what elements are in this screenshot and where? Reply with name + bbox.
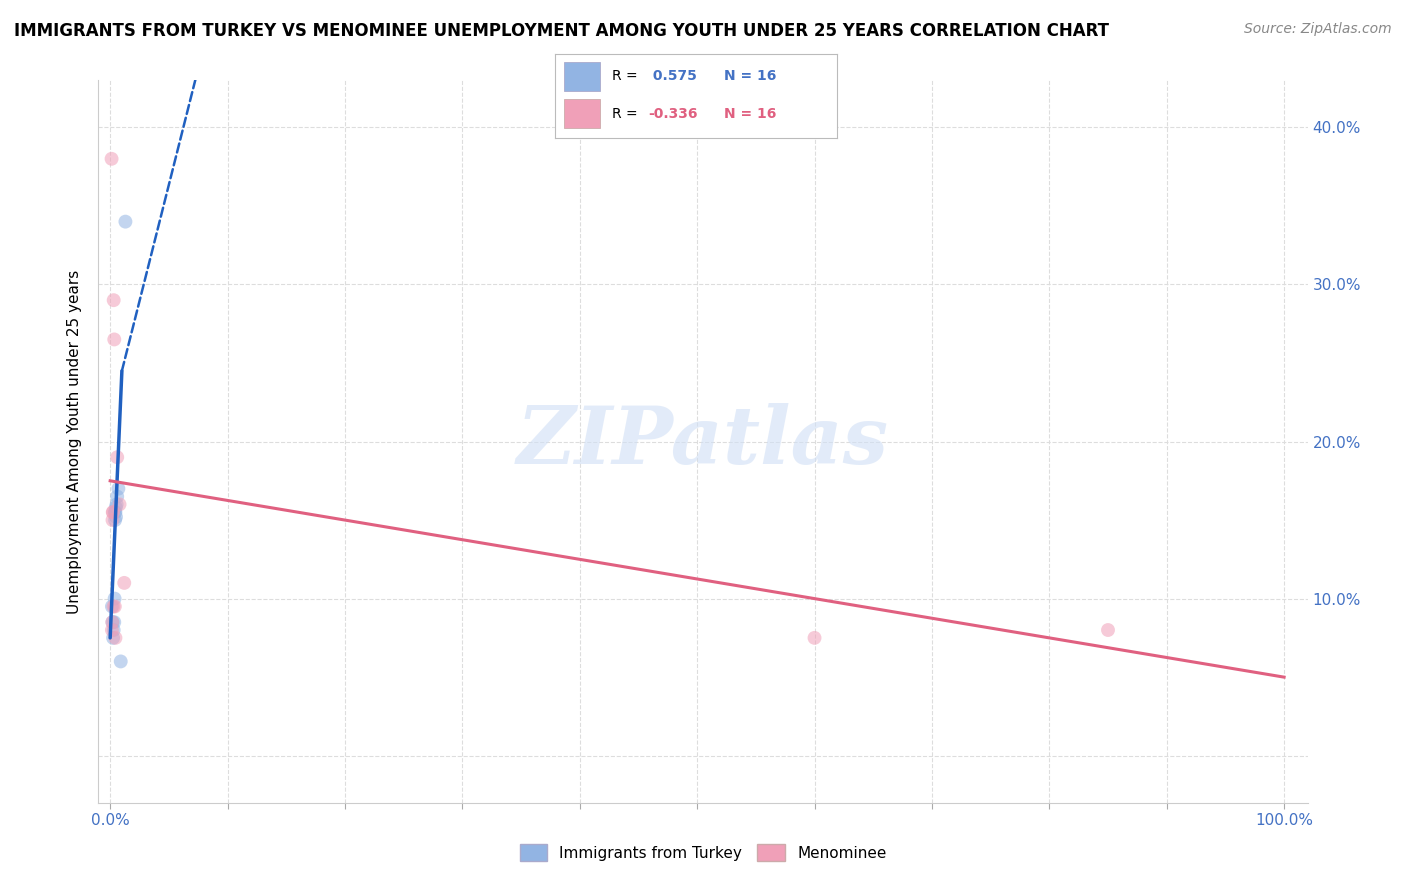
Point <box>104 631 127 645</box>
Point <box>103 293 125 308</box>
Point <box>101 505 124 519</box>
Point <box>110 655 132 669</box>
Point <box>108 497 131 511</box>
Point <box>101 631 124 645</box>
Point <box>101 599 124 614</box>
Point <box>105 490 128 504</box>
Point <box>104 591 127 606</box>
Point <box>104 505 127 519</box>
Point <box>103 623 125 637</box>
Bar <box>564 62 600 91</box>
Point <box>105 510 128 524</box>
Legend: Immigrants from Turkey, Menominee: Immigrants from Turkey, Menominee <box>513 838 893 867</box>
Text: IMMIGRANTS FROM TURKEY VS MENOMINEE UNEMPLOYMENT AMONG YOUTH UNDER 25 YEARS CORR: IMMIGRANTS FROM TURKEY VS MENOMINEE UNEM… <box>14 22 1109 40</box>
Point <box>112 575 135 590</box>
Point <box>803 631 825 645</box>
Point <box>101 505 124 519</box>
Point <box>105 497 128 511</box>
Text: R =: R = <box>612 107 641 120</box>
Point <box>104 513 127 527</box>
Point <box>101 513 124 527</box>
Text: N = 16: N = 16 <box>724 70 776 83</box>
Point <box>101 615 124 630</box>
Point <box>1097 623 1119 637</box>
Text: 0.575: 0.575 <box>648 70 697 83</box>
Text: Source: ZipAtlas.com: Source: ZipAtlas.com <box>1244 22 1392 37</box>
Text: -0.336: -0.336 <box>648 107 697 120</box>
Point <box>104 505 127 519</box>
Text: R =: R = <box>612 70 641 83</box>
Bar <box>564 99 600 128</box>
Point <box>101 623 124 637</box>
Point <box>103 599 125 614</box>
Point <box>107 482 129 496</box>
Text: ZIPatlas: ZIPatlas <box>517 403 889 480</box>
Text: N = 16: N = 16 <box>724 107 776 120</box>
Point <box>103 615 125 630</box>
Point <box>105 450 128 465</box>
Point <box>103 333 125 347</box>
Point <box>100 152 122 166</box>
Point <box>104 599 127 614</box>
Point <box>104 500 127 515</box>
Point <box>114 214 136 228</box>
Point <box>101 615 124 630</box>
Y-axis label: Unemployment Among Youth under 25 years: Unemployment Among Youth under 25 years <box>67 269 83 614</box>
